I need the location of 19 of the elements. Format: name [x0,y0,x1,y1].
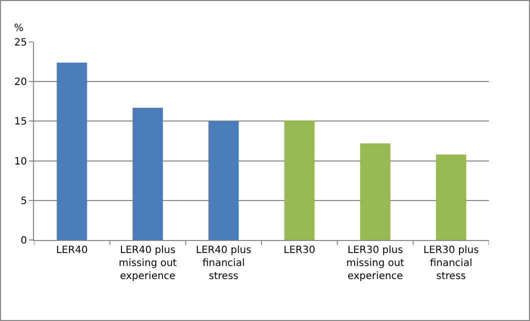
x-tick-label: LER30 plus financial stress [423,245,479,282]
bar [132,108,163,240]
x-tick-label: LER40 plus financial stress [196,245,252,282]
x-tick-label: LER30 [284,245,316,256]
y-tick-label: 15 [14,116,27,128]
y-tick-label: 25 [14,38,27,48]
bar [284,120,315,240]
y-tick-label: 5 [20,196,27,207]
y-axis-title: % [14,23,24,34]
y-tick-label: 0 [20,236,27,246]
y-tick-label: 10 [14,156,27,168]
bar [360,143,390,240]
y-tick-label: 20 [14,77,27,88]
bar [56,62,88,240]
bar [208,121,239,240]
bar [436,154,466,240]
x-tick-label: LER30 plus missing out experience [346,245,404,282]
x-tick-label: LER40 plus missing out experience [118,245,177,282]
x-tick-label: LER40 [56,245,88,256]
